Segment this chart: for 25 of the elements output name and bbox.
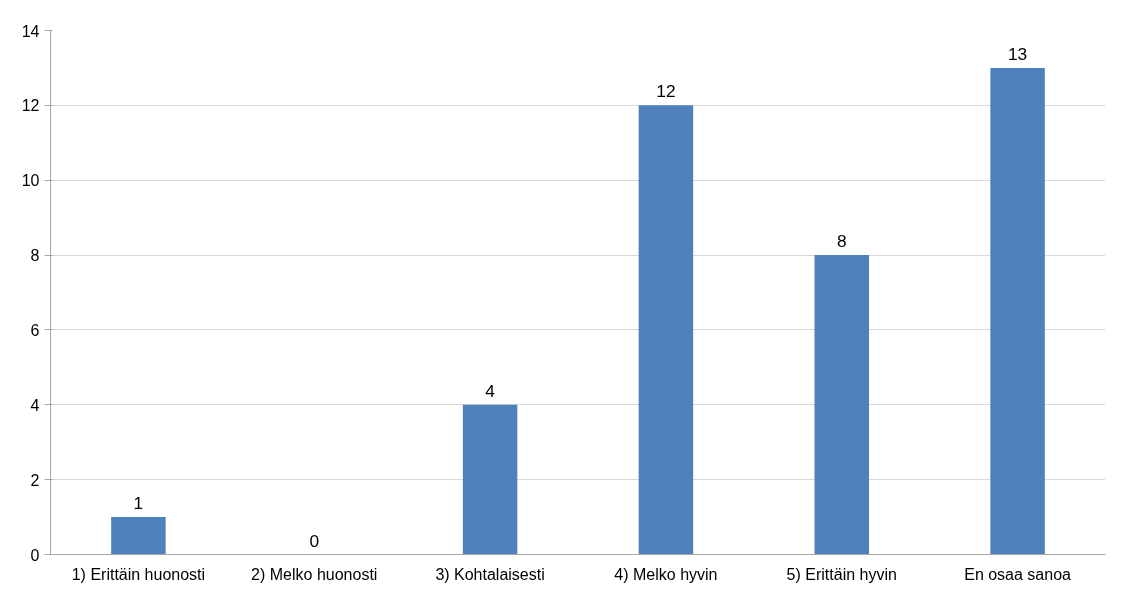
bar <box>638 105 694 555</box>
bar <box>462 404 518 555</box>
y-tick-label: 14 <box>21 22 40 40</box>
x-tick-label: 3) Kohtalaisesti <box>435 565 545 583</box>
x-tick-label: 2) Melko huonosti <box>251 565 378 583</box>
data-label: 8 <box>836 231 847 252</box>
y-tick-label: 0 <box>30 546 40 564</box>
y-tick-label: 12 <box>21 97 40 115</box>
x-tick-label: 5) Erittäin hyvin <box>786 565 897 583</box>
y-tick-label: 10 <box>21 172 40 190</box>
bar <box>814 255 869 555</box>
x-tick-label: 4) Melko hyvin <box>614 565 718 583</box>
y-tick-label: 8 <box>30 247 40 265</box>
data-label: 13 <box>1007 43 1028 64</box>
y-tick-label: 4 <box>30 396 40 414</box>
data-label: 4 <box>485 380 496 401</box>
y-tick-label: 6 <box>30 321 40 339</box>
bar <box>990 67 1045 555</box>
data-label: 0 <box>309 530 320 551</box>
x-tick-label: 1) Erittäin huonosti <box>71 565 206 583</box>
x-tick-label: En osaa sanoa <box>964 565 1072 583</box>
bar <box>111 517 166 555</box>
data-label: 12 <box>656 81 676 102</box>
y-tick-label: 2 <box>30 471 40 489</box>
data-label: 1 <box>133 493 144 514</box>
